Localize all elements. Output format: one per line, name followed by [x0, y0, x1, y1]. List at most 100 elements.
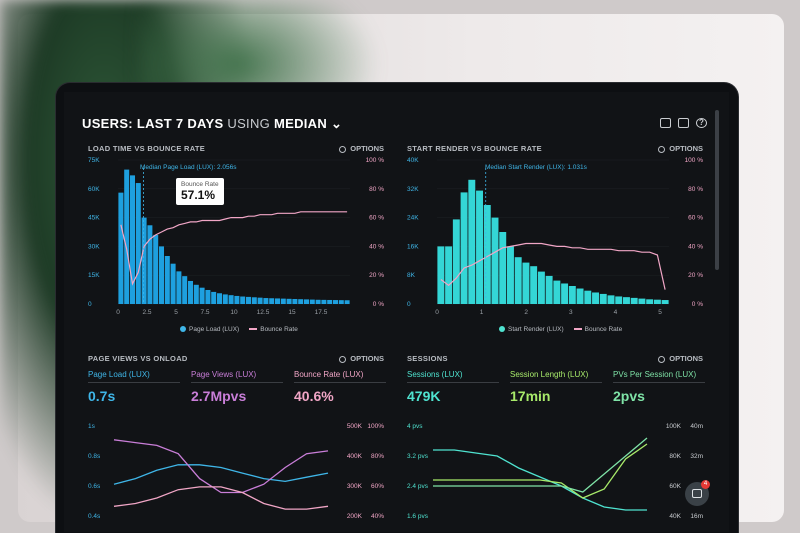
bar [491, 217, 499, 304]
bar [251, 297, 257, 304]
bar [118, 192, 124, 304]
legend-line [249, 328, 258, 331]
y2-tick-label: 0 % [692, 301, 703, 308]
y2-tick-label: 0 % [373, 301, 384, 308]
bar [460, 192, 468, 304]
y-tick-label: 4 pvs [407, 423, 423, 430]
options-label: OPTIONS [669, 354, 703, 363]
options-button[interactable]: OPTIONS [658, 144, 703, 153]
metric-session-length[interactable]: Session Length (LUX) 17min [510, 370, 602, 404]
monitor-icon[interactable] [660, 118, 671, 128]
y3-tick-label: 40m [690, 423, 703, 430]
y-tick-label: 0.6s [88, 483, 101, 490]
bar [333, 300, 338, 304]
legend: Start Render (LUX) Bounce Rate [499, 326, 622, 333]
bar [228, 295, 234, 304]
scrollbar[interactable] [715, 110, 719, 270]
bar [222, 294, 228, 304]
y-tick-label: 60K [88, 186, 100, 193]
legend-item[interactable]: Bounce Rate [249, 326, 298, 333]
bar [205, 289, 211, 304]
y3-tick-label: 32m [690, 453, 703, 460]
x-tick-label: 5 [174, 309, 178, 316]
dashboard-title[interactable]: USERS: LAST 7 DAYS USING MEDIAN ⌄ [82, 116, 342, 132]
bar [199, 287, 205, 304]
y3-tick-label: 60% [371, 483, 384, 490]
x-tick-label: 0 [435, 309, 439, 316]
legend-dot [180, 326, 186, 333]
bar [188, 280, 193, 304]
x-tick-label: 1 [480, 309, 484, 316]
y-tick-label: 0.4s [88, 513, 101, 520]
bar [182, 276, 188, 304]
help-icon[interactable]: ? [696, 118, 707, 128]
metric-value: 2.7Mpvs [191, 388, 247, 404]
bar [522, 262, 530, 304]
options-button[interactable]: OPTIONS [339, 354, 384, 363]
bar [592, 292, 599, 304]
y2-tick-label: 60 % [369, 215, 384, 222]
bar [309, 299, 315, 304]
y-tick-label: 0 [88, 301, 92, 308]
bar [338, 300, 344, 304]
y2-tick-label: 60K [669, 483, 681, 490]
series-line [433, 437, 648, 493]
metric-bounce-rate[interactable]: Bounce Rate (LUX) 40.6% [294, 370, 386, 404]
legend-item[interactable]: Page Load (LUX) [180, 326, 239, 333]
bar [304, 299, 309, 304]
panel-load-time: LOAD TIME VS BOUNCE RATE OPTIONS 75K 60K 4… [88, 144, 384, 344]
y-tick-label: 32K [407, 186, 419, 193]
y-tick-label: 75K [88, 157, 100, 164]
toolbar-icons: ? [660, 118, 707, 128]
image-icon[interactable] [678, 118, 689, 128]
x-tick-label: 0 [116, 309, 120, 316]
chevron-down-icon[interactable]: ⌄ [330, 116, 343, 131]
chart-page-views: 1s 0.8s 0.6s 0.4s 500K 400K 300K 200K 100% 80% 60%… [88, 423, 384, 520]
series-line [113, 486, 329, 510]
bar [280, 298, 286, 304]
bar [653, 299, 661, 304]
legend-item[interactable]: Bounce Rate [573, 326, 622, 333]
chat-launcher-button[interactable]: 4 [685, 480, 710, 506]
legend-item[interactable]: Start Render (LUX) [499, 326, 564, 333]
y-tick-label: 1.6 pvs [407, 513, 429, 520]
metric-page-views[interactable]: Page Views (LUX) 2.7Mpvs [191, 370, 283, 404]
title-range: LAST 7 DAYS [136, 116, 224, 131]
bar [193, 284, 199, 304]
gear-icon [658, 355, 666, 363]
bar [292, 299, 298, 304]
chart-start-render: 40K 32K 24K 16K 8K 0 100 % 80 % 60 % 40 % 20 % 0 % 0… [407, 157, 703, 316]
options-button[interactable]: OPTIONS [339, 144, 384, 153]
metric-sessions[interactable]: Sessions (LUX) 479K [407, 370, 499, 404]
panel-title: START RENDER VS BOUNCE RATE [407, 144, 542, 153]
metric-page-load[interactable]: Page Load (LUX) 0.7s [88, 370, 180, 404]
bar [607, 295, 615, 304]
y-tick-label: 3.2 pvs [407, 453, 429, 460]
legend-dot [499, 326, 505, 333]
bar [217, 293, 222, 304]
y2-tick-label: 100 % [685, 157, 703, 164]
bar [661, 300, 669, 304]
bar [240, 296, 246, 304]
x-tick-label: 10 [230, 309, 238, 316]
x-tick-label: 17.5 [315, 309, 328, 316]
bar [545, 275, 553, 304]
bar [576, 288, 584, 304]
legend: Page Load (LUX) Bounce Rate [180, 326, 298, 333]
bar [468, 179, 476, 304]
bar [476, 190, 483, 304]
y-tick-label: 2.4 pvs [407, 483, 429, 490]
panel-title: LOAD TIME VS BOUNCE RATE [88, 144, 206, 153]
bar [584, 290, 592, 304]
bar [147, 225, 153, 304]
metric-value: 2pvs [613, 388, 645, 404]
metric-pvs-per-session[interactable]: PVs Per Session (LUX) 2pvs [613, 370, 705, 404]
panel-title: PAGE VIEWS VS ONLOAD [88, 354, 188, 363]
panel-page-views: PAGE VIEWS VS ONLOAD OPTIONS Page Load (… [88, 354, 386, 532]
y-tick-label: 1s [88, 423, 96, 430]
bar [615, 296, 623, 304]
tooltip-value: 57.1% [181, 188, 216, 202]
options-button[interactable]: OPTIONS [658, 354, 703, 363]
bar [445, 246, 453, 304]
